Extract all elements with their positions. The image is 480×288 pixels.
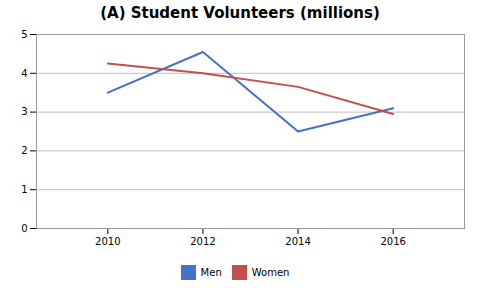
svg-text:2014: 2014 [285, 236, 310, 247]
svg-text:1: 1 [21, 184, 27, 195]
svg-text:2010: 2010 [95, 236, 120, 247]
html-text:Men: Men [200, 267, 222, 278]
svg-text:2016: 2016 [380, 236, 405, 247]
svg-text:4: 4 [21, 68, 27, 79]
html-text:Women: Women [251, 267, 290, 278]
svg-text:5: 5 [21, 29, 27, 40]
svg-text:2012: 2012 [190, 236, 215, 247]
svg-text:0: 0 [21, 223, 27, 234]
html-text:(A) Student Volunteers (millio: (A) Student Volunteers (millions) [100, 4, 380, 22]
svg-text:3: 3 [21, 106, 27, 117]
svg-text:2: 2 [21, 145, 27, 156]
